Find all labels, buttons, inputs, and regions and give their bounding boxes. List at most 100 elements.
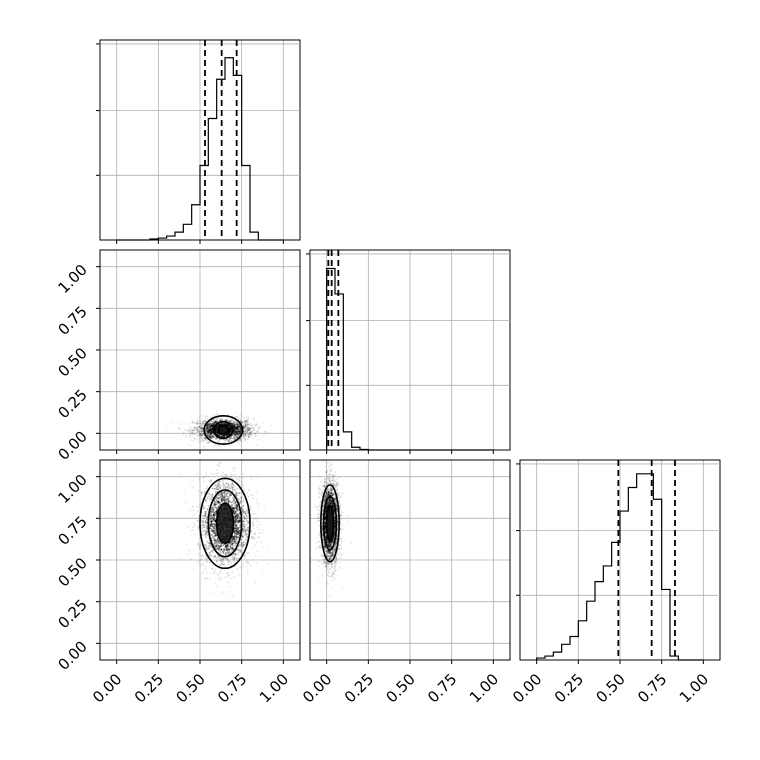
scatter-point: [338, 557, 340, 560]
scatter-point: [213, 513, 215, 516]
scatter-point: [226, 558, 229, 561]
scatter-point: [336, 521, 339, 524]
scatter-point: [193, 426, 196, 429]
scatter-point: [210, 431, 213, 434]
scatter-point: [252, 494, 255, 497]
scatter-point: [340, 540, 343, 542]
scatter-point: [210, 432, 212, 435]
scatter-point: [219, 439, 222, 441]
scatter-point: [225, 482, 228, 484]
scatter-point: [323, 545, 326, 547]
scatter-point: [214, 483, 217, 486]
scatter-point: [244, 529, 247, 532]
scatter-point: [242, 484, 245, 487]
scatter-point: [211, 525, 214, 528]
scatter-point: [214, 506, 217, 508]
scatter-point: [204, 420, 207, 423]
scatter-point: [327, 494, 329, 497]
scatter-point: [257, 426, 260, 429]
scatter-point: [216, 413, 219, 416]
scatter-point: [214, 524, 216, 527]
scatter-point: [324, 526, 327, 529]
scatter-point: [210, 524, 213, 527]
scatter-point: [229, 494, 232, 497]
scatter-point: [245, 537, 248, 539]
scatter-point: [217, 501, 220, 503]
scatter-point: [325, 510, 327, 513]
scatter-point: [323, 499, 326, 501]
scatter-point: [232, 498, 235, 501]
scatter-point: [231, 544, 234, 547]
scatter-point: [328, 480, 331, 483]
scatter-point: [209, 527, 211, 530]
scatter-point: [231, 550, 233, 552]
scatter-point: [214, 542, 217, 545]
scatter-point: [325, 508, 327, 511]
scatter-point: [325, 495, 328, 498]
scatter-point: [213, 487, 216, 490]
scatter-point: [204, 437, 207, 440]
scatter-point: [204, 577, 207, 580]
scatter-point: [246, 415, 249, 418]
scatter-point: [315, 521, 318, 523]
scatter-point: [339, 506, 341, 508]
scatter-point: [327, 504, 330, 506]
scatter-point: [234, 540, 237, 542]
scatter-point: [219, 424, 222, 426]
scatter-point: [226, 547, 228, 550]
scatter-point: [213, 527, 215, 530]
scatter-point: [197, 544, 199, 546]
scatter-point: [189, 510, 192, 512]
scatter-point: [219, 559, 221, 561]
scatter-point: [233, 541, 235, 544]
scatter-point: [210, 478, 213, 481]
scatter-point: [197, 525, 200, 528]
scatter-point: [326, 495, 328, 498]
scatter-point: [253, 533, 256, 535]
scatter-point: [166, 428, 168, 430]
scatter-point: [204, 511, 207, 513]
scatter-point: [251, 432, 254, 435]
scatter-point: [329, 488, 332, 490]
scatter-point: [227, 440, 230, 443]
scatter-point: [249, 565, 251, 567]
scatter-point: [216, 468, 218, 471]
scatter-point: [330, 468, 333, 471]
scatter-point: [223, 543, 226, 546]
scatter-point: [228, 439, 231, 442]
scatter-point: [327, 461, 330, 464]
scatter-point: [200, 492, 203, 495]
scatter-point: [207, 547, 210, 550]
scatter-point: [324, 484, 327, 487]
scatter-point: [244, 433, 247, 435]
scatter-point: [329, 555, 331, 557]
scatter-point: [218, 541, 221, 544]
scatter-point: [210, 479, 212, 482]
scatter-point: [209, 426, 212, 429]
scatter-point: [202, 526, 205, 529]
scatter-point: [209, 434, 212, 436]
scatter-point: [318, 504, 321, 507]
scatter-point: [214, 531, 217, 534]
scatter-point: [246, 552, 249, 555]
scatter-point: [332, 552, 335, 555]
scatter-point: [324, 516, 327, 519]
scatter-point: [210, 436, 213, 439]
scatter-point: [236, 424, 239, 426]
scatter-point: [204, 543, 207, 546]
scatter-point: [234, 516, 237, 519]
scatter-point: [207, 431, 209, 434]
scatter-point: [330, 555, 332, 558]
scatter-point: [204, 421, 207, 423]
scatter-point: [232, 537, 235, 540]
scatter-point: [233, 426, 236, 429]
scatter-point: [211, 523, 214, 526]
scatter-point: [234, 520, 236, 523]
scatter-point: [259, 532, 261, 534]
scatter-point: [219, 557, 222, 560]
scatter-point: [328, 546, 331, 549]
scatter-point: [185, 436, 188, 438]
scatter-point: [222, 485, 225, 488]
scatter-point: [218, 423, 220, 426]
scatter-point: [256, 520, 258, 523]
